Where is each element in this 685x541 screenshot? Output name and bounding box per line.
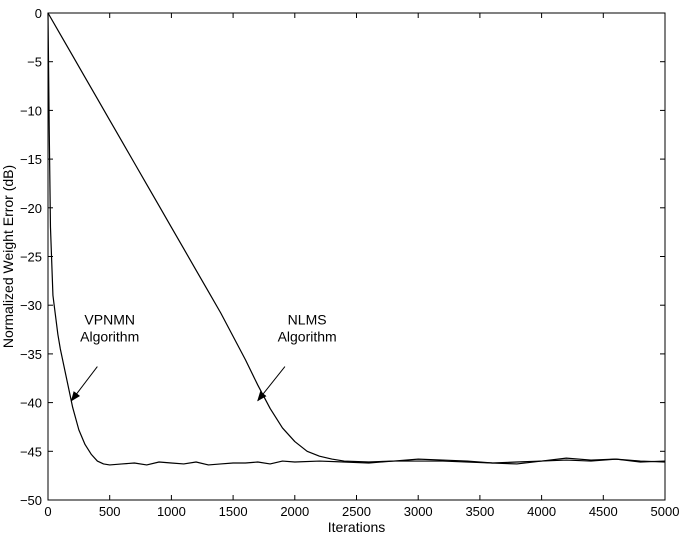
y-tick-label: 0 (35, 6, 42, 21)
annotation-nlms-line: Algorithm (278, 329, 337, 345)
x-tick-label: 2500 (342, 504, 371, 519)
y-tick-label: −30 (20, 298, 42, 313)
annotation-arrow-vpnmn (70, 366, 98, 402)
plot-frame (47, 12, 666, 501)
x-tick-label: 3000 (404, 504, 433, 519)
annotation-nlms-line: NLMS (288, 312, 327, 328)
x-tick-label: 5000 (651, 504, 680, 519)
x-tick-label: 4000 (527, 504, 556, 519)
annotation-vpnmn-line: VPNMN (84, 312, 135, 328)
y-tick-label: −50 (20, 493, 42, 508)
x-tick-label: 4500 (589, 504, 618, 519)
y-tick-label: −40 (20, 396, 42, 411)
axes: 0 500 1000 1500 2000 2500 3000 3500 4000 4500 5000… (20, 6, 680, 519)
x-tick-label: 2000 (280, 504, 309, 519)
annotation-nlms: NLMS Algorithm (278, 312, 337, 345)
series-line-nlms (47, 12, 666, 464)
x-tick-label: 1500 (219, 504, 248, 519)
annotation-vpnmn-line: Algorithm (80, 329, 139, 345)
y-tick-label: −45 (20, 444, 42, 459)
annotation-arrow-nlms (257, 366, 286, 402)
x-axis-label: Iterations (328, 519, 386, 535)
x-tick-label: 1000 (157, 504, 186, 519)
y-axis-label: Normalized Weight Error (dB) (0, 165, 16, 348)
y-tick-label: −25 (20, 250, 42, 265)
x-tick-label: 3500 (465, 504, 494, 519)
x-tick-label: 0 (44, 504, 51, 519)
y-tick-label: −15 (20, 152, 42, 167)
x-tick-label: 500 (99, 504, 121, 519)
series-layer (47, 12, 666, 466)
y-tick-label: −5 (27, 55, 42, 70)
y-tick-label: −20 (20, 201, 42, 216)
y-tick-label: −10 (20, 103, 42, 118)
y-tick-label: −35 (20, 347, 42, 362)
series-line-vpnmn (47, 12, 666, 466)
annotation-vpnmn: VPNMN Algorithm (80, 312, 139, 345)
